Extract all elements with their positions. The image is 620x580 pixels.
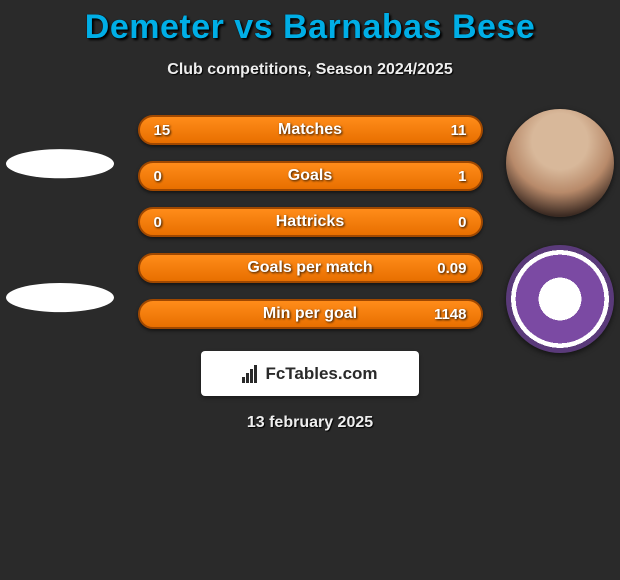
bars-icon [242,365,257,383]
stat-row-hattricks: 0 Hattricks 0 [138,207,483,237]
branding-card: FcTables.com [201,351,419,396]
branding-text: FcTables.com [265,364,377,384]
stat-row-goals-per-match: Goals per match 0.09 [138,253,483,283]
stat-left-value: 0 [154,214,162,231]
team-left-badge [6,283,114,312]
stat-label: Matches [140,121,481,139]
stat-left-value: 0 [154,168,162,185]
stat-row-matches: 15 Matches 11 [138,115,483,145]
stat-right-value: 1148 [434,306,467,323]
stat-right-value: 11 [451,122,467,139]
stat-label: Goals [140,167,481,185]
stat-label: Hattricks [140,213,481,231]
comparison-stage: 15 Matches 11 0 Goals 1 0 Hattricks 0 Go… [0,109,620,432]
player-right-avatar [506,109,614,217]
page-subtitle: Club competitions, Season 2024/2025 [0,61,620,79]
page-title: Demeter vs Barnabas Bese [0,8,620,47]
stat-right-value: 0 [458,214,466,231]
stat-label: Goals per match [140,259,481,277]
team-right-badge [506,245,614,353]
stat-row-goals: 0 Goals 1 [138,161,483,191]
stat-label: Min per goal [140,305,481,323]
stat-left-value: 15 [154,122,171,139]
stat-bars: 15 Matches 11 0 Goals 1 0 Hattricks 0 Go… [138,109,483,329]
comparison-date: 13 february 2025 [0,414,620,432]
stat-right-value: 1 [458,168,466,185]
comparison-card: Demeter vs Barnabas Bese Club competitio… [0,0,620,580]
stat-right-value: 0.09 [437,260,466,277]
player-left-avatar [6,149,114,178]
stat-row-min-per-goal: Min per goal 1148 [138,299,483,329]
